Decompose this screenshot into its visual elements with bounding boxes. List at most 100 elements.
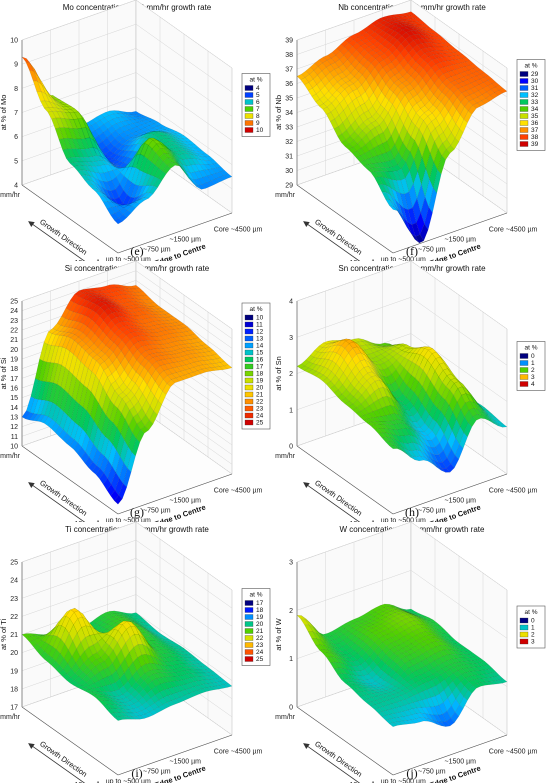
legend-swatch (519, 367, 529, 373)
legend-swatch (244, 412, 254, 419)
legend-swatch (244, 621, 254, 627)
y-tick-label: Core ~4500 µm (214, 227, 263, 234)
surface-patch (162, 702, 171, 709)
y-tick-label: up to ~500 µm (106, 257, 151, 262)
legend-entry-label: 22 (256, 399, 264, 406)
surface-patch (158, 391, 167, 405)
y-tick-label: Core ~4500 µm (214, 488, 263, 495)
z-tick-label: 18 (10, 686, 18, 693)
surface-patch (193, 182, 202, 190)
legend-title: at % (524, 63, 537, 70)
surface-patch (490, 419, 499, 427)
legend-entry-label: 36 (531, 120, 539, 127)
legend-swatch (244, 349, 254, 356)
y-axis: up to ~500 µm ~750 µm ~1500 µm Core ~4500 µ… (106, 734, 263, 783)
surface-patch (388, 205, 398, 211)
surface-patch (153, 178, 162, 188)
legend-entry-label: 11 (256, 322, 263, 329)
y-tick-label: ~1500 µm (445, 498, 477, 505)
legend-swatch (244, 113, 254, 119)
legend-entry-label: 1 (531, 360, 535, 367)
legend-swatch (519, 141, 529, 147)
z-tick-label: 36 (285, 81, 293, 88)
legend-entry-label: 37 (531, 127, 539, 134)
legend-entry-label: 8 (256, 113, 260, 120)
surface-patch (433, 463, 442, 471)
surface-patch (210, 178, 220, 185)
legend-entry-label: 9 (256, 120, 260, 127)
legend-swatch (519, 71, 529, 77)
y-tick-label: ~1500 µm (445, 759, 477, 766)
surface (21, 56, 233, 225)
legend-swatch (244, 363, 254, 370)
z-tick-label: 19 (10, 668, 18, 675)
legend-entry-label: 38 (531, 134, 539, 141)
z-tick-label: 17 (10, 705, 18, 712)
z-tick-label: 25 (10, 560, 18, 567)
x-tick-label: 12 mm/hr (349, 260, 379, 261)
z-tick-label: 3 (289, 335, 293, 342)
z-tick-label: 38 (285, 52, 293, 59)
surface-patch (184, 693, 193, 699)
surface-patch (393, 445, 402, 451)
chart-svg-g: Si concentration at 12 mm/hr growth rate… (0, 261, 271, 522)
surface-patch (389, 722, 398, 727)
legend-entry-label: 25 (256, 420, 264, 427)
legend-swatch (244, 391, 254, 398)
z-tick-label: 10 (10, 38, 18, 45)
z-tick-label: 33 (285, 125, 293, 132)
surface-patch (166, 700, 176, 707)
z-tick-label: 31 (285, 154, 293, 161)
z-tick-label: 21 (10, 632, 18, 639)
z-tick-label: 30 (285, 168, 293, 175)
x-tick-label: 60 mm/hr (0, 192, 21, 199)
x-tick-label: 60 mm/hr (275, 192, 296, 199)
legend-entry-label: 13 (256, 336, 264, 343)
z-tick-label: 24 (10, 308, 18, 315)
z-tick-label: 14 (10, 405, 18, 412)
legend-title: at % (249, 306, 262, 313)
z-tick-label: 4 (289, 299, 293, 306)
legend-swatch (244, 356, 254, 363)
panel-label: (f) (406, 244, 418, 258)
z-tick-label: 9 (14, 62, 18, 69)
y-tick-label: up to ~500 µm (381, 257, 426, 262)
surface-patch (188, 178, 197, 187)
z-tick-label: 10 (10, 444, 18, 451)
legend-swatch (244, 656, 254, 662)
legend-swatch (519, 617, 529, 624)
z-tick-label: 2 (289, 608, 293, 615)
z-tick-label: 21 (10, 337, 18, 344)
x-tick-label: 60 mm/hr (0, 453, 21, 460)
surface-patch (489, 92, 499, 99)
z-tick-label: 35 (285, 96, 293, 103)
z-axis: 0 1 2 3 4 at % of Sn (275, 299, 298, 451)
surface-patch (114, 495, 123, 505)
surface-patch (388, 445, 398, 449)
z-tick-label: 20 (10, 347, 18, 354)
legend-entry-label: 14 (256, 343, 264, 350)
y-tick-label: up to ~500 µm (381, 518, 426, 523)
legend-entry-label: 34 (531, 106, 539, 113)
panel-label: (g) (130, 505, 144, 519)
legend-swatch (244, 628, 254, 634)
z-tick-label: 39 (285, 38, 293, 45)
z-tick-label: 17 (10, 376, 18, 383)
legend-swatch (244, 335, 254, 342)
panel-label: (e) (130, 244, 143, 258)
legend-swatch (244, 600, 254, 606)
z-axis-label: at % of Ti (0, 619, 8, 651)
z-tick-label: 24 (10, 578, 18, 585)
surface-patch (114, 217, 123, 225)
z-axis-label: at % of Mo (0, 95, 8, 131)
legend-entry-label: 12 (256, 329, 264, 336)
legend-entry-label: 0 (531, 618, 535, 625)
z-tick-label: 34 (285, 110, 293, 117)
legend-swatch (519, 631, 529, 638)
legend-entry-label: 3 (531, 639, 535, 646)
legend-swatch (244, 342, 254, 349)
chart-panel-f: Nb concentration at 12 mm/hr growth rate… (275, 0, 550, 261)
surface-patch (223, 683, 233, 688)
